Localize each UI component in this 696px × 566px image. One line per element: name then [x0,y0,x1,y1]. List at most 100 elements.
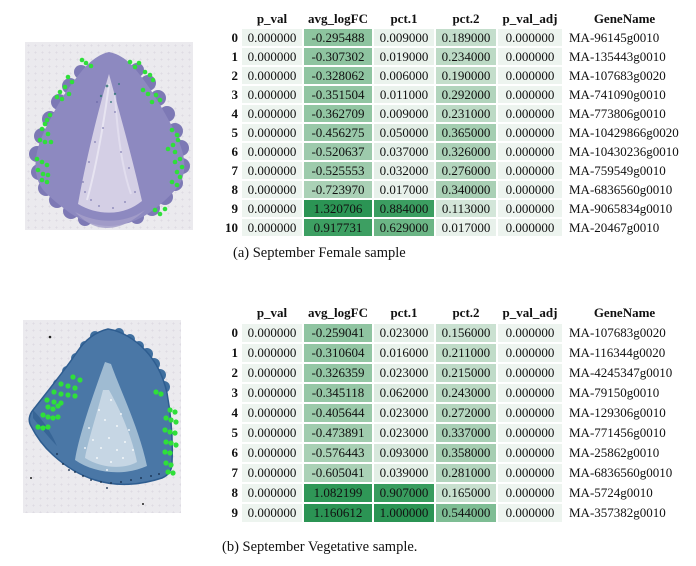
column-header: avg_logFC [308,11,368,26]
spot-dot [167,407,173,413]
spot-dot [157,97,163,103]
value-cell: 0.000000 [242,364,302,382]
value-cell: 0.365000 [436,124,496,141]
value-cell: -0.307302 [304,48,372,65]
spot-dot [44,397,50,403]
spot-dot [169,127,175,133]
gene-name-cell: MA-6836560g0010 [569,182,673,197]
spot-dot [35,424,41,430]
spot-dot [66,91,72,97]
spot-dot [79,57,85,63]
spot-dot [57,89,63,95]
column-header: p_val [256,305,288,320]
gene-name-cell: MA-9065834g0010 [569,201,673,216]
table-row: 7 0.000000 -0.525553 0.032000 0.276000 0.0000… [222,162,685,179]
spot-dot [153,92,159,98]
value-cell: -0.295488 [304,29,372,46]
value-cell: 0.917731 [304,219,372,236]
spot-dot [59,96,65,102]
value-cell: 1.082199 [304,484,372,502]
spot-dot [179,164,185,170]
value-cell: 0.113000 [436,200,496,217]
value-cell: -0.326359 [304,364,372,382]
table-row: 8 0.000000 1.082199 0.907000 0.165000 0.00000… [222,484,685,502]
tissue-core-streak [114,93,132,195]
histology-image-vegetative [23,320,181,513]
value-cell: 0.023000 [374,404,434,422]
value-cell: 0.093000 [374,444,434,462]
column-header: pct.2 [452,11,480,26]
value-cell: 0.544000 [436,504,496,522]
spot-dot [58,381,64,387]
spot-dot [163,439,169,445]
spot-dot [165,146,171,152]
row-index: 5 [231,425,239,440]
value-cell: -0.473891 [304,424,372,442]
value-cell: 0.000000 [498,29,562,46]
row-index: 3 [231,87,239,102]
column-header: GeneName [593,305,656,320]
table-row: 6 0.000000 -0.576443 0.093000 0.358000 0.0000… [222,444,685,462]
value-cell: -0.405644 [304,404,372,422]
spot-dot [170,470,176,476]
spot-dot [37,137,43,143]
spot-dot [174,132,180,138]
value-cell: 0.276000 [436,162,496,179]
value-cell: 0.000000 [498,86,562,103]
spot-dot [40,425,46,431]
spot-dot [45,404,51,410]
value-cell: 0.037000 [374,143,434,160]
spot-dot [132,64,138,70]
value-cell: 0.190000 [436,67,496,84]
value-cell: -0.362709 [304,105,372,122]
gene-name-cell: MA-10429866g0020 [569,125,679,140]
caption-a: (a) September Female sample [233,245,406,261]
spot-dot [48,139,54,145]
spot-dot [45,414,51,420]
spot-dot [175,137,181,143]
spot-dot [168,462,174,468]
spot-dot [44,162,50,168]
spot-dot [170,142,176,148]
histology-image-female [25,42,193,230]
table-row: 2 0.000000 -0.328062 0.006000 0.190000 0.0000… [222,67,685,84]
spot-dot [54,94,60,100]
gene-name-cell: MA-129306g0010 [569,405,666,420]
value-cell: 1.000000 [374,504,434,522]
value-cell: 0.000000 [242,67,302,84]
spot-dot [65,74,71,80]
table-row: 1 0.000000 -0.310604 0.016000 0.211000 0.0000… [222,344,685,362]
value-cell: 0.292000 [436,86,496,103]
value-cell: 0.009000 [374,105,434,122]
value-cell: 0.000000 [498,162,562,179]
row-index: 2 [231,68,239,83]
background-specks [30,335,144,505]
value-cell: 0.000000 [242,219,302,236]
spot-dot [152,207,158,213]
value-cell: 0.000000 [242,404,302,422]
value-cell: 0.000000 [498,48,562,65]
value-cell: 0.358000 [436,444,496,462]
value-cell: 0.234000 [436,48,496,65]
spot-dot [47,112,53,118]
value-cell: -0.456275 [304,124,372,141]
dataframe-table: p_val avg_logFC pct.1 pct.2 p_val_adj GeneNam… [220,8,687,238]
spot-dot [44,117,50,123]
gene-name-cell: MA-25862g0010 [569,445,660,460]
table-row: 4 0.000000 -0.362709 0.009000 0.231000 0.0000… [222,105,685,122]
tissue-dark-speckles [56,453,160,489]
value-cell: 0.907000 [374,484,434,502]
gene-name-cell: MA-771456g0010 [569,425,666,440]
value-cell: 0.000000 [498,344,562,362]
gene-name-cell: MA-116344g0020 [569,345,666,360]
spot-dot [55,414,61,420]
spot-dot [167,429,173,435]
value-cell: 0.337000 [436,424,496,442]
spot-dot [69,79,75,85]
row-index: 7 [231,163,239,178]
spot-dot [50,415,56,421]
gene-name-cell: MA-759549g0010 [569,163,666,178]
table-row: 9 0.000000 1.320706 0.884000 0.113000 0.00000… [222,200,685,217]
value-cell: 0.156000 [436,324,496,342]
